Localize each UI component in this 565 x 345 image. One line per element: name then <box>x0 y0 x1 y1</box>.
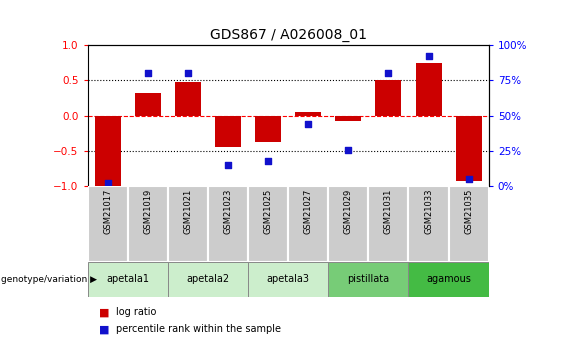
Text: genotype/variation ▶: genotype/variation ▶ <box>1 275 97 284</box>
Bar <box>408 186 449 262</box>
Text: GSM21029: GSM21029 <box>344 189 353 234</box>
Text: ■: ■ <box>99 325 110 334</box>
Text: agamous: agamous <box>426 275 471 284</box>
Bar <box>248 186 288 262</box>
Bar <box>88 262 168 297</box>
Bar <box>248 262 328 297</box>
Bar <box>408 262 489 297</box>
Point <box>384 70 393 76</box>
Bar <box>134 93 161 116</box>
Text: percentile rank within the sample: percentile rank within the sample <box>116 325 281 334</box>
Bar <box>375 80 402 116</box>
Bar <box>455 116 482 181</box>
Text: GSM21033: GSM21033 <box>424 189 433 234</box>
Bar <box>88 186 128 262</box>
Text: GSM21019: GSM21019 <box>144 189 152 234</box>
Bar <box>175 82 201 116</box>
Text: log ratio: log ratio <box>116 307 156 317</box>
Bar <box>335 116 362 121</box>
Bar <box>288 186 328 262</box>
Point <box>263 158 273 164</box>
Bar <box>208 186 248 262</box>
Text: apetala3: apetala3 <box>267 275 310 284</box>
Point <box>304 121 313 127</box>
Bar <box>168 262 248 297</box>
Bar <box>328 262 408 297</box>
Bar <box>255 116 281 142</box>
Text: GSM21023: GSM21023 <box>224 189 232 234</box>
Point <box>224 162 233 168</box>
Bar <box>168 186 208 262</box>
Point <box>183 70 192 76</box>
Bar <box>328 186 368 262</box>
Text: GSM21017: GSM21017 <box>103 189 112 234</box>
Text: GSM21031: GSM21031 <box>384 189 393 234</box>
Bar <box>295 112 321 116</box>
Bar <box>128 186 168 262</box>
Bar <box>215 116 241 147</box>
Text: GSM21021: GSM21021 <box>184 189 192 234</box>
Point <box>344 147 353 152</box>
Point <box>464 176 473 182</box>
Point <box>144 70 153 76</box>
Text: ■: ■ <box>99 307 110 317</box>
Text: pistillata: pistillata <box>347 275 389 284</box>
Point <box>424 53 433 59</box>
Bar <box>415 62 442 116</box>
Title: GDS867 / A026008_01: GDS867 / A026008_01 <box>210 28 367 42</box>
Text: apetala2: apetala2 <box>186 275 229 284</box>
Text: GSM21027: GSM21027 <box>304 189 312 234</box>
Bar <box>449 186 489 262</box>
Text: apetala1: apetala1 <box>106 275 149 284</box>
Text: GSM21035: GSM21035 <box>464 189 473 234</box>
Point <box>103 181 112 186</box>
Bar <box>368 186 408 262</box>
Bar <box>94 116 121 186</box>
Text: GSM21025: GSM21025 <box>264 189 272 234</box>
